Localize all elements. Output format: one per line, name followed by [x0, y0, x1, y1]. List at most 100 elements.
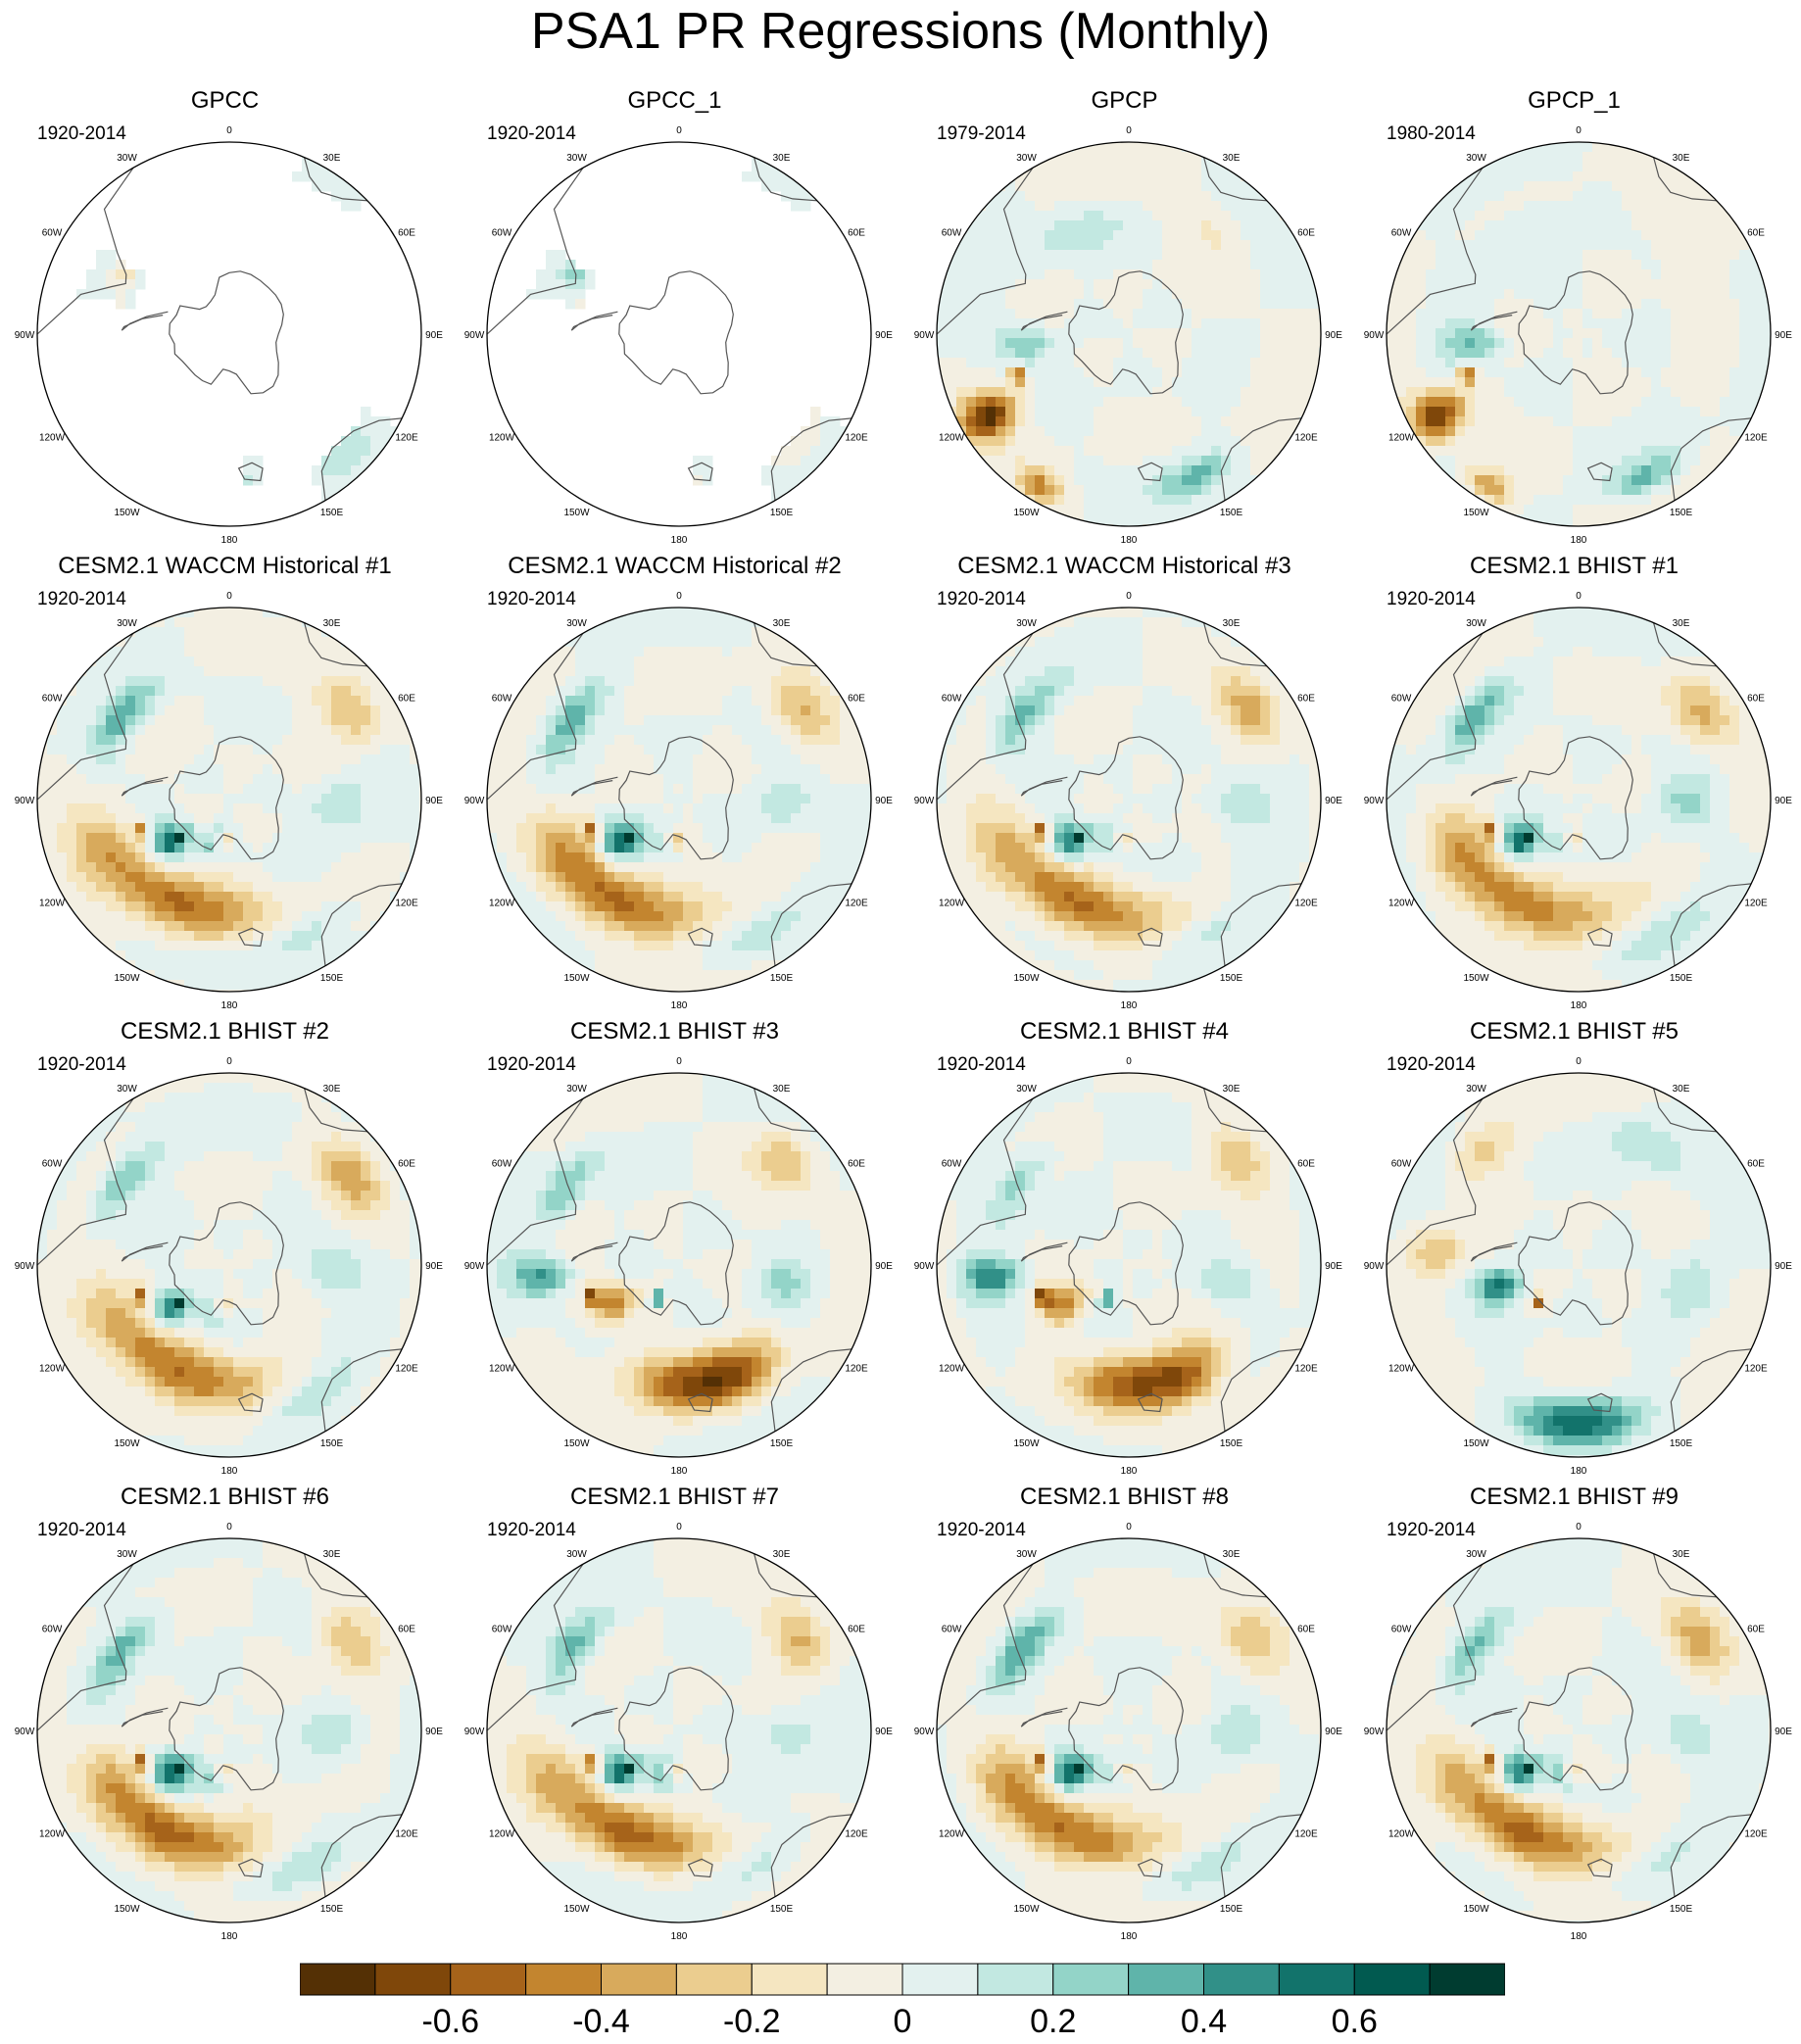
panel-title: CESM2.1 BHIST #5 — [1470, 1018, 1679, 1045]
antarctica-coastline — [1518, 1201, 1633, 1326]
polar-map: 0 30E 60E 90E 120E 150E 180 150W 120W 90W 60W 30W — [914, 125, 1343, 546]
panel-title: GPCC — [190, 87, 260, 114]
antarctica-coastline — [618, 270, 734, 395]
longitude-label: 90W — [914, 330, 935, 341]
longitude-label: 0 — [226, 125, 232, 136]
longitude-label: 90W — [464, 796, 485, 806]
south-america-coastline — [1387, 1097, 1484, 1266]
map-border — [36, 141, 422, 527]
coastlines — [37, 157, 403, 501]
longitude-label: 60W — [492, 1625, 512, 1635]
map-panel: CESM2.1 BHIST #1 1920-2014 0 30E 60E 90E 120E 1… — [1349, 552, 1799, 1017]
panel-title: CESM2.1 BHIST #4 — [1020, 1018, 1229, 1045]
polar-map: 0 30E 60E 90E 120E 150E 180 150W 120W 90W 60W 30W — [15, 1522, 444, 1942]
polar-map: 0 30E 60E 90E 120E 150E 180 150W 120W 90W 60W 30W — [464, 591, 894, 1011]
peninsula-coastline — [121, 1707, 169, 1728]
antarctica-coastline — [1518, 270, 1633, 395]
longitude-label: 60E — [1297, 228, 1315, 239]
south-america-coastline — [937, 632, 1034, 801]
coastlines — [37, 1088, 403, 1432]
south-america-coastline — [1387, 1563, 1484, 1731]
field-shading — [937, 608, 1321, 992]
field-shading — [37, 1073, 421, 1457]
antarctica-coastline — [1068, 1201, 1184, 1326]
peninsula-coastline — [121, 311, 169, 331]
panel-title: CESM2.1 BHIST #9 — [1470, 1484, 1679, 1510]
longitude-label: 30E — [1673, 153, 1690, 164]
longitude-label: 60W — [1391, 694, 1412, 705]
panel-period: 1920-2014 — [487, 123, 576, 144]
longitude-label: 120E — [1294, 1829, 1318, 1840]
africa-coastline — [304, 622, 368, 667]
longitude-label: 120E — [1744, 899, 1768, 909]
longitude-label: 30W — [117, 1084, 137, 1095]
south-america-coastline — [1387, 632, 1484, 801]
colorbar-swatch — [450, 1963, 527, 1996]
australia-coastline — [1220, 1814, 1302, 1897]
longitude-label: 150W — [114, 508, 140, 518]
polar-map: 0 30E 60E 90E 120E 150E 180 150W 120W 90W 60W 30W — [914, 1522, 1343, 1942]
panel-title: CESM2.1 BHIST #3 — [570, 1018, 779, 1045]
australia-coastline — [770, 1814, 852, 1897]
map-panel: CESM2.1 BHIST #5 1920-2014 0 30E 60E 90E 120E 1… — [1349, 1017, 1799, 1483]
coastlines — [37, 622, 403, 966]
field-shading — [37, 1538, 421, 1922]
panel-period: 1920-2014 — [1387, 1520, 1476, 1540]
panel-title: CESM2.1 BHIST #7 — [570, 1484, 779, 1510]
map-panel: CESM2.1 BHIST #6 1920-2014 0 30E 60E 90E 120E 1… — [0, 1483, 450, 1948]
longitude-label: 30W — [566, 1084, 587, 1095]
longitude-label: 150E — [770, 1904, 794, 1915]
longitude-label: 180 — [1571, 1466, 1587, 1477]
australia-coastline — [1670, 417, 1752, 501]
colorbar-swatch — [901, 1963, 979, 1996]
longitude-label: 150W — [114, 1438, 140, 1449]
south-america-coastline — [37, 632, 134, 801]
longitude-label: 150E — [1670, 1438, 1693, 1449]
map-border — [936, 607, 1322, 993]
australia-coastline — [770, 417, 852, 501]
panel-title: CESM2.1 WACCM Historical #3 — [957, 553, 1291, 579]
longitude-label: 60E — [1747, 1159, 1765, 1170]
longitude-label: 180 — [221, 535, 238, 546]
longitude-label: 0 — [1126, 125, 1132, 136]
longitude-label: 60W — [1391, 1159, 1412, 1170]
australia-coastline — [1670, 1348, 1752, 1432]
longitude-label: 90E — [875, 330, 893, 341]
map-panel: CESM2.1 BHIST #9 1920-2014 0 30E 60E 90E 120E 1… — [1349, 1483, 1799, 1948]
peninsula-coastline — [1470, 776, 1518, 797]
longitude-label: 30E — [1223, 1549, 1241, 1560]
longitude-label: 150W — [1463, 1904, 1489, 1915]
map-border — [36, 1072, 422, 1458]
longitude-label: 150W — [563, 973, 590, 984]
longitude-label: 0 — [1126, 591, 1132, 602]
australia-coastline — [320, 417, 403, 501]
longitude-label: 60E — [1297, 1625, 1315, 1635]
map-panel: CESM2.1 BHIST #7 1920-2014 0 30E 60E 90E 120E 1… — [450, 1483, 900, 1948]
polar-map: 0 30E 60E 90E 120E 150E 180 150W 120W 90W 60W 30W — [914, 591, 1343, 1011]
map-border — [486, 141, 872, 527]
south-america-coastline — [487, 1563, 584, 1731]
map-border — [936, 1072, 1322, 1458]
longitude-label: 30W — [117, 153, 137, 164]
field-shading — [37, 608, 421, 992]
south-america-coastline — [1387, 167, 1484, 335]
longitude-label: 30W — [566, 153, 587, 164]
longitude-label: 30E — [323, 1084, 341, 1095]
longitude-label: 60E — [398, 1159, 415, 1170]
antarctica-coastline — [1068, 736, 1184, 860]
panel-period: 1980-2014 — [1387, 123, 1476, 144]
longitude-label: 90W — [914, 796, 935, 806]
map-panel: CESM2.1 BHIST #2 1920-2014 0 30E 60E 90E 120E 1… — [0, 1017, 450, 1483]
longitude-label: 30E — [323, 1549, 341, 1560]
longitude-label: 180 — [221, 1000, 238, 1011]
longitude-label: 180 — [671, 1466, 688, 1477]
longitude-label: 0 — [226, 1522, 232, 1533]
colorbar-swatch — [751, 1963, 828, 1996]
new-zealand-coastline — [687, 462, 713, 482]
longitude-label: 30E — [1673, 618, 1690, 629]
map-panel: GPCP_1 1980-2014 0 30E 60E 90E 120E 150E 180 150W… — [1349, 86, 1799, 552]
longitude-label: 150E — [320, 508, 344, 518]
panel-title: CESM2.1 BHIST #8 — [1020, 1484, 1229, 1510]
peninsula-coastline — [570, 1707, 618, 1728]
longitude-label: 0 — [676, 125, 682, 136]
